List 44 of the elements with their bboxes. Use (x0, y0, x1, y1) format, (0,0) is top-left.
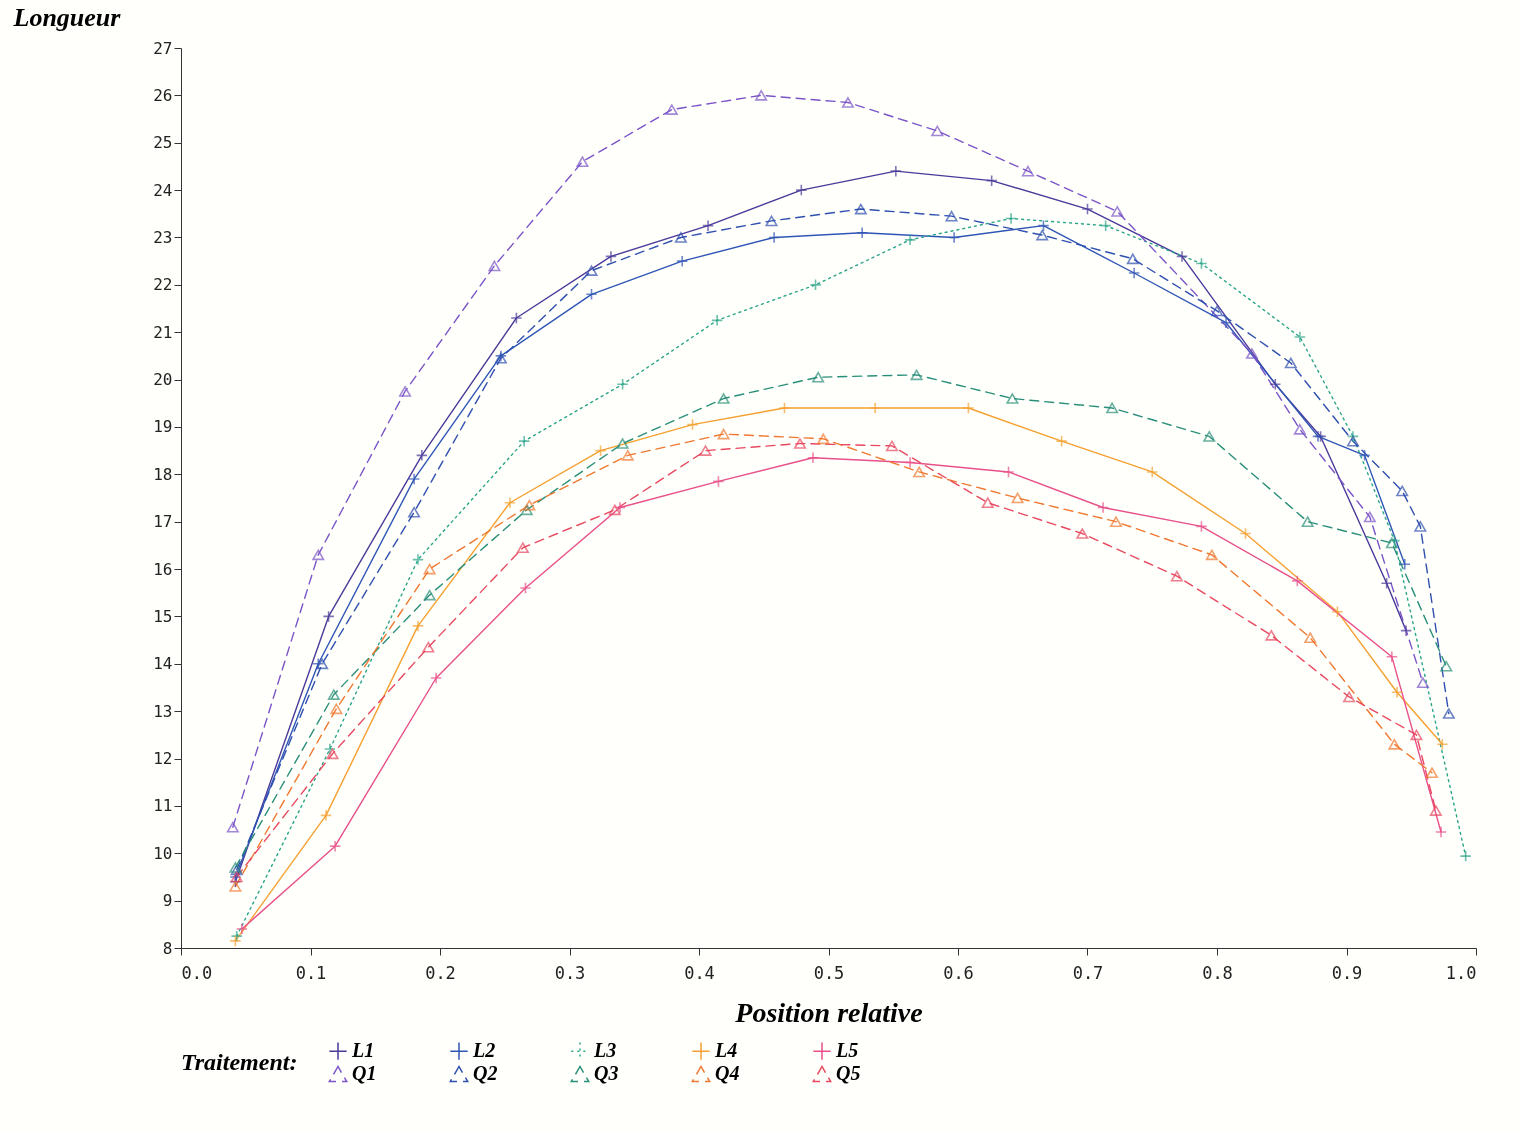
y-tick-label: 8 (162, 938, 173, 958)
legend-label: Q3 (594, 1062, 619, 1084)
y-tick-label: 17 (153, 512, 173, 532)
y-tick-label: 9 (162, 891, 173, 911)
x-tick-label: 0.2 (425, 962, 456, 983)
x-tick-label: 0.8 (1202, 962, 1233, 983)
x-tick-label: 1.0 (1445, 962, 1477, 983)
y-tick-label: 12 (153, 749, 173, 769)
x-tick-label: 0.7 (1072, 962, 1104, 983)
y-tick-label: 21 (153, 322, 173, 342)
x-tick-label: 0.3 (554, 962, 586, 983)
y-tick-label: 10 (153, 843, 173, 863)
y-tick-label: 18 (153, 464, 173, 484)
x-tick-label: 0.1 (295, 962, 327, 983)
y-tick-label: 16 (153, 559, 173, 579)
legend-label: L5 (835, 1039, 859, 1062)
y-tick-label: 20 (153, 370, 173, 390)
legend-title: Traitement: (181, 1049, 298, 1075)
legend-label: Q2 (473, 1062, 498, 1084)
y-tick-label: 14 (153, 654, 173, 674)
y-tick-label: 11 (153, 796, 173, 816)
x-tick-label: 0.9 (1331, 962, 1363, 983)
y-tick-label: 27 (153, 38, 173, 58)
x-tick-label: 0.4 (684, 962, 715, 983)
y-tick-label: 25 (153, 133, 173, 153)
y-tick-label: 24 (153, 180, 173, 200)
legend-label: L1 (351, 1039, 375, 1062)
legend-label: L2 (472, 1039, 496, 1062)
legend-label: L3 (593, 1039, 617, 1062)
x-tick-label: 0.6 (943, 962, 974, 983)
y-tick-label: 13 (153, 701, 173, 721)
legend-label: Q1 (352, 1062, 377, 1084)
legend-label: L4 (714, 1039, 738, 1062)
legend-label: Q5 (836, 1062, 861, 1084)
x-tick-label: 0.5 (813, 962, 845, 983)
y-axis-title: Longueur (12, 2, 122, 32)
y-tick-label: 15 (153, 606, 173, 626)
y-tick-label: 26 (153, 85, 173, 105)
y-tick-label: 23 (153, 227, 173, 247)
x-tick-label: 0.0 (181, 962, 213, 983)
y-tick-label: 22 (153, 275, 173, 295)
x-axis-title: Position relative (734, 996, 923, 1028)
y-tick-label: 19 (153, 417, 173, 437)
legend-label: Q4 (715, 1062, 740, 1084)
